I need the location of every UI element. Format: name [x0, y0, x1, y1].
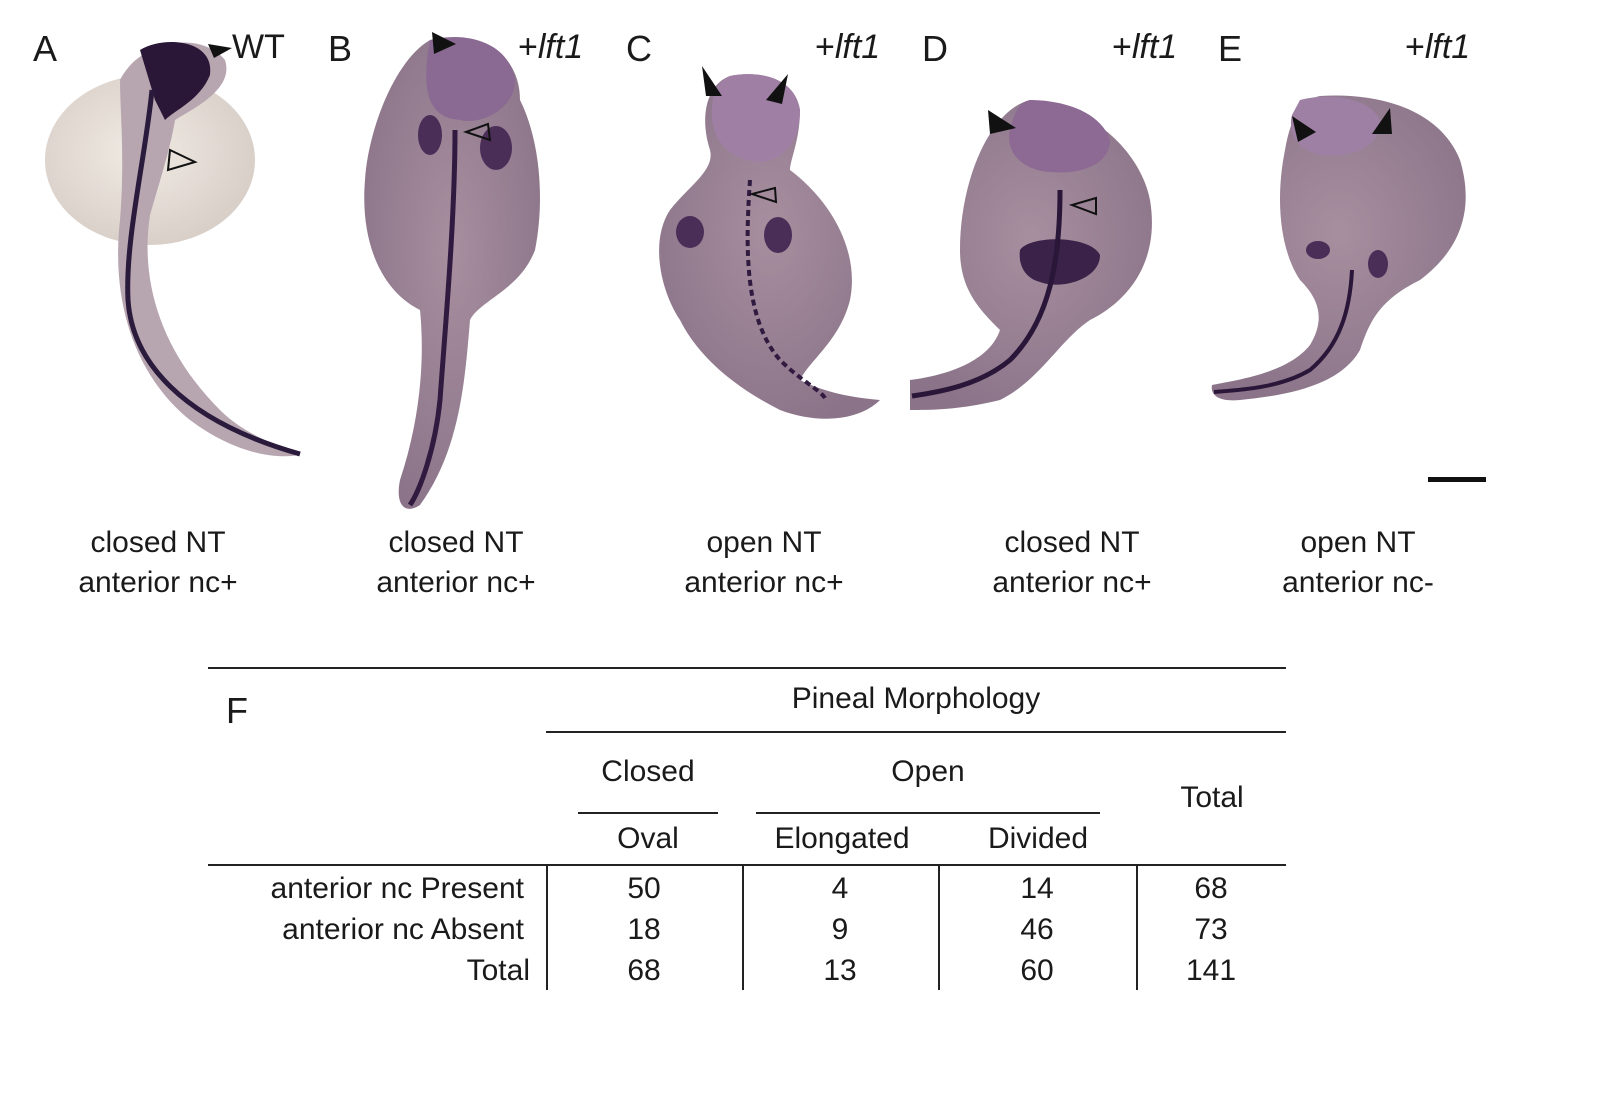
table-cell: 18 — [627, 913, 661, 946]
condition-e: +lft1 — [1405, 28, 1471, 66]
open-rule — [756, 812, 1100, 814]
embryo-d — [910, 100, 1152, 410]
table-cell: 68 — [1194, 872, 1228, 905]
row-label-total: Total — [466, 954, 530, 987]
open-arrowhead-icon — [166, 148, 198, 172]
caption-a: closed NT anterior nc+ — [78, 526, 238, 599]
table-cell: 46 — [1020, 913, 1054, 946]
table-cell: 73 — [1194, 913, 1228, 946]
row-label-present: anterior nc Present — [270, 872, 524, 905]
col-rule-2 — [742, 864, 744, 990]
table-cell: 14 — [1020, 872, 1054, 905]
embryo-a — [45, 42, 301, 457]
col-rule-4 — [1136, 864, 1138, 990]
scale-bar — [1428, 477, 1486, 482]
caption-e: open NT anterior nc- — [1282, 526, 1434, 599]
arrowhead-icon — [988, 110, 1016, 134]
table-cell: 60 — [1020, 954, 1054, 987]
panel-letter-d: D — [922, 28, 948, 69]
oval-header: Oval — [617, 822, 679, 855]
condition-a: WT — [232, 28, 285, 66]
open-arrowhead-icon — [1068, 196, 1097, 216]
divided-header: Divided — [987, 822, 1089, 855]
group-header: Pineal Morphology — [791, 682, 1041, 715]
arrowhead-icon — [1372, 108, 1392, 134]
arrowhead-icon — [208, 44, 232, 58]
table-cell: 68 — [627, 954, 661, 987]
panel-letter-f: F — [226, 690, 248, 731]
condition-c: +lft1 — [815, 28, 881, 66]
arrowhead-icon — [766, 74, 788, 104]
closed-header: Closed — [601, 755, 695, 788]
closed-rule — [578, 812, 718, 814]
embryo-b — [364, 32, 540, 509]
table-cell: 50 — [627, 872, 661, 905]
col-rule-1 — [546, 864, 548, 990]
embryo-c — [659, 66, 880, 419]
row-label-absent: anterior nc Absent — [282, 913, 524, 946]
panel-letter-e: E — [1218, 28, 1243, 69]
table-cell: 9 — [831, 913, 849, 946]
elongated-header: Elongated — [774, 822, 910, 855]
caption-c: open NT anterior nc+ — [684, 526, 844, 599]
condition-b: +lft1 — [518, 28, 584, 66]
open-arrowhead-icon — [462, 122, 492, 142]
table-cell: 4 — [831, 872, 849, 905]
panel-letter-c: C — [626, 28, 652, 69]
arrowhead-icon — [432, 32, 456, 54]
group-rule — [546, 731, 1286, 733]
total-header: Total — [1180, 781, 1244, 814]
table-cell: 141 — [1185, 954, 1237, 987]
embryo-e — [1211, 95, 1466, 401]
caption-d: closed NT anterior nc+ — [992, 526, 1152, 599]
table-top-rule — [208, 667, 1286, 669]
arrowhead-icon — [702, 66, 722, 96]
open-header: Open — [891, 755, 965, 788]
panel-letter-a: A — [33, 28, 58, 69]
arrowhead-icon — [1292, 116, 1316, 142]
col-rule-3 — [938, 864, 940, 990]
caption-b: closed NT anterior nc+ — [376, 526, 536, 599]
header-bottom-rule — [208, 864, 1286, 866]
embryo-images — [45, 32, 1486, 509]
condition-d: +lft1 — [1112, 28, 1178, 66]
open-arrowhead-icon — [748, 186, 778, 204]
table-cell: 13 — [823, 954, 857, 987]
panel-letter-b: B — [328, 28, 353, 69]
